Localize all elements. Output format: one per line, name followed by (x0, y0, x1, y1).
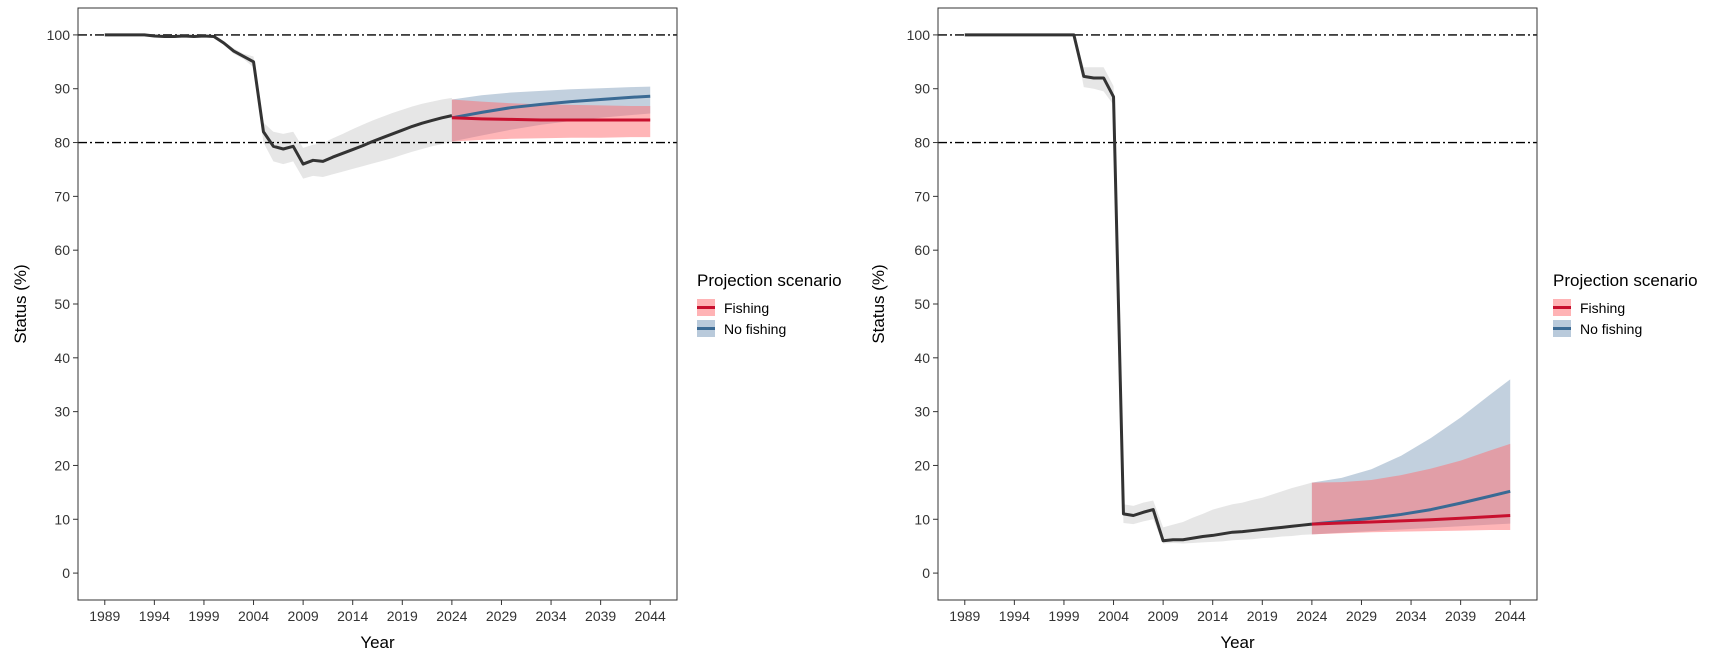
x-tick-label: 2009 (288, 608, 319, 624)
y-tick-label: 20 (54, 457, 70, 473)
y-tick-label: 0 (62, 565, 70, 581)
x-tick-label: 1994 (139, 608, 170, 624)
y-tick-label: 70 (914, 188, 930, 204)
y-axis-title: Status (%) (11, 264, 30, 343)
y-tick-label: 40 (54, 350, 70, 366)
historical-line (104, 33, 453, 166)
x-axis-title: Year (360, 633, 395, 652)
y-axis-title: Status (%) (869, 264, 888, 343)
legend-item-no-fishing: No fishing (1553, 318, 1720, 339)
x-tick-label: 2019 (1247, 608, 1278, 624)
legend-item-fishing: Fishing (1553, 297, 1720, 318)
historical-band (964, 34, 1312, 544)
x-tick-label: 1989 (949, 608, 980, 624)
fishing-line (451, 116, 651, 122)
left-chart: 0 10 20 30 40 50 60 70 80 90 100 1989 1994 1999 2004 20… (11, 7, 678, 652)
no-fishing-line (1311, 489, 1511, 526)
right-legend: Projection scenario Fishing No fishing (1553, 271, 1720, 339)
fishing-line (1311, 514, 1511, 526)
y-tick-label: 30 (54, 404, 70, 420)
x-tick-label: 1994 (999, 608, 1030, 624)
legend-key-fishing (1553, 299, 1571, 316)
x-tick-label: 2029 (486, 608, 517, 624)
left-panel: 0 10 20 30 40 50 60 70 80 90 100 1989 1994 1999 2004 20… (11, 7, 842, 652)
legend-key-no-fishing (1553, 320, 1571, 337)
fishing-band (1311, 443, 1511, 535)
x-tick-label: 2044 (1495, 608, 1526, 624)
x-tick-label: 2044 (635, 608, 666, 624)
legend-label-fishing: Fishing (724, 299, 770, 316)
x-tick-label: 1999 (188, 608, 219, 624)
x-tick-label: 2014 (1197, 608, 1228, 624)
x-tick-label: 2019 (387, 608, 418, 624)
right-panel: 0 10 20 30 40 50 60 70 80 90 100 1989 1994 1999 2004 20… (858, 0, 1718, 658)
x-tick-label: 2029 (1346, 608, 1377, 624)
x-tick-label: 2014 (337, 608, 368, 624)
x-tick-label: 2039 (1445, 608, 1476, 624)
y-tick-label: 100 (907, 27, 931, 43)
y-tick-label: 0 (922, 565, 930, 581)
x-tick-label: 2034 (535, 608, 566, 624)
y-tick-label: 10 (54, 511, 70, 527)
left-legend: Projection scenario Fishing No fishing (697, 271, 877, 339)
y-tick-label: 10 (914, 511, 930, 527)
x-tick-label: 2004 (1098, 608, 1129, 624)
legend-label-fishing: Fishing (1580, 299, 1626, 316)
x-tick-label: 2024 (436, 608, 467, 624)
historical-line (964, 33, 1313, 543)
x-tick-label: 2009 (1148, 608, 1179, 624)
legend-title: Projection scenario (697, 271, 842, 290)
legend-key-fishing (697, 299, 715, 316)
x-tick-label: 2004 (238, 608, 269, 624)
y-tick-label: 90 (914, 81, 930, 97)
y-tick-label: 50 (914, 296, 930, 312)
x-tick-label: 1989 (89, 608, 120, 624)
no-fishing-line (451, 94, 651, 120)
legend-item-fishing: Fishing (697, 297, 877, 318)
y-tick-label: 60 (914, 242, 930, 258)
x-tick-label: 2039 (585, 608, 616, 624)
legend-label-no-fishing: No fishing (724, 320, 787, 337)
x-tick-label: 1999 (1048, 608, 1079, 624)
y-tick-label: 80 (914, 135, 930, 151)
y-tick-label: 20 (914, 457, 930, 473)
legend-item-no-fishing: No fishing (697, 318, 877, 339)
x-tick-label: 2034 (1395, 608, 1426, 624)
legend-title: Projection scenario (1553, 271, 1698, 290)
legend-key-no-fishing (697, 320, 715, 337)
y-tick-label: 90 (54, 81, 70, 97)
y-tick-label: 30 (914, 404, 930, 420)
y-tick-label: 50 (54, 296, 70, 312)
x-axis-title: Year (1220, 633, 1255, 652)
right-chart: 0 10 20 30 40 50 60 70 80 90 100 1989 1994 1999 2004 20… (869, 7, 1538, 652)
y-tick-label: 40 (914, 350, 930, 366)
x-tick-label: 2024 (1296, 608, 1327, 624)
y-tick-label: 60 (54, 242, 70, 258)
y-tick-label: 70 (54, 188, 70, 204)
y-tick-label: 80 (54, 135, 70, 151)
legend-label-no-fishing: No fishing (1580, 320, 1643, 337)
y-tick-label: 100 (47, 27, 71, 43)
historical-band (104, 34, 452, 179)
